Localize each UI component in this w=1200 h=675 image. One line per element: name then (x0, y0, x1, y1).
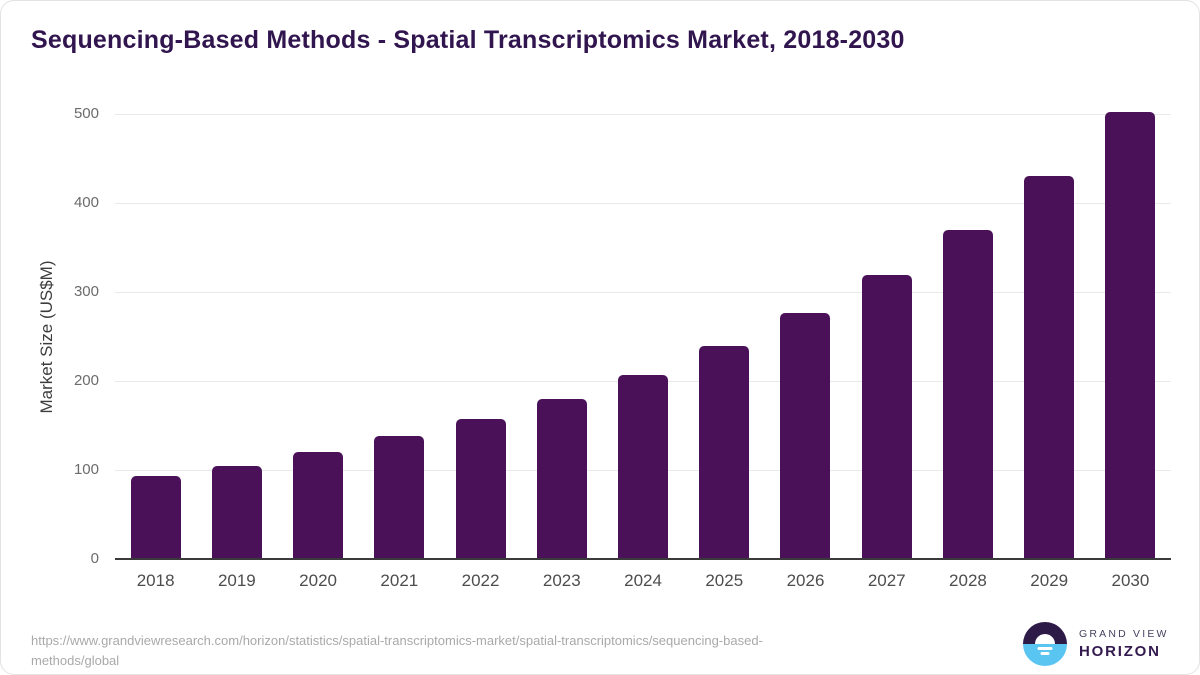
x-label-2023: 2023 (542, 571, 581, 590)
bar-slot-2028 (927, 114, 1008, 559)
bar-2023 (536, 398, 587, 559)
bar-slot-2025 (684, 114, 765, 559)
bar-2021 (374, 436, 425, 559)
y-tick-100: 100 (73, 461, 99, 478)
x-label-2030: 2030 (1111, 571, 1150, 590)
x-label-2024: 2024 (624, 571, 662, 590)
bar-2027 (861, 275, 912, 559)
source-url: https://www.grandviewresearch.com/horizo… (31, 631, 763, 671)
x-label-2027: 2027 (867, 571, 906, 590)
x-label-2029: 2029 (1030, 571, 1069, 590)
bar-slot-2024 (602, 114, 683, 559)
x-label-2018: 2018 (136, 571, 175, 590)
y-tick-500: 500 (73, 105, 99, 122)
bar-slot-2027 (846, 114, 927, 559)
logo-text-grand-view: GRAND VIEW (1079, 628, 1169, 640)
y-tick-0: 0 (90, 550, 99, 567)
bar-2024 (618, 374, 669, 559)
bar-slot-2020 (277, 114, 358, 559)
x-label-2020: 2020 (299, 571, 337, 590)
gridline-500 (115, 113, 1171, 115)
x-label-2022: 2022 (461, 571, 500, 590)
horizon-sun-icon (1023, 622, 1067, 666)
x-axis-line (115, 558, 1171, 560)
bar-slot-2018 (115, 114, 196, 559)
logo-text: GRAND VIEW HORIZON (1079, 628, 1169, 660)
gridline-400 (115, 202, 1171, 204)
logo-sun-dome (1035, 634, 1055, 644)
bar-slot-2023 (521, 114, 602, 559)
x-label-2021: 2021 (380, 571, 419, 590)
brand-logo: GRAND VIEW HORIZON (1023, 622, 1169, 666)
bar-2020 (293, 452, 344, 559)
bar-2026 (780, 313, 831, 559)
x-label-2026: 2026 (786, 571, 825, 590)
x-axis-labels: 2018 2019 2020 2021 2022 2023 2024 2025 2026 2027… (115, 571, 1171, 591)
bar-slot-2022 (440, 114, 521, 559)
bar-2029 (1024, 176, 1075, 559)
bar-slot-2026 (765, 114, 846, 559)
y-tick-200: 200 (73, 372, 99, 389)
bar-slot-2019 (196, 114, 277, 559)
logo-reflection-line-2 (1040, 652, 1050, 655)
logo-reflection-line-1 (1037, 647, 1053, 650)
logo-sea-half (1023, 644, 1067, 666)
bar-2022 (455, 419, 506, 559)
page-title: Sequencing-Based Methods - Spatial Trans… (31, 26, 905, 54)
gridline-300 (115, 291, 1171, 293)
bar-2028 (942, 229, 993, 559)
bar-slot-2030 (1090, 112, 1171, 559)
logo-sky-half (1023, 622, 1067, 644)
bar-slot-2021 (359, 114, 440, 559)
bar-2030 (1105, 112, 1156, 559)
source-url-line1: https://www.grandviewresearch.com/horizo… (31, 633, 763, 648)
bar-2025 (699, 346, 750, 559)
bar-2018 (130, 476, 181, 559)
logo-text-horizon: HORIZON (1079, 643, 1161, 660)
x-label-2025: 2025 (705, 571, 744, 590)
bar-slot-2029 (1009, 114, 1090, 559)
x-label-2019: 2019 (217, 571, 256, 590)
y-tick-300: 300 (73, 283, 99, 300)
x-label-2028: 2028 (949, 571, 987, 590)
y-tick-400: 400 (73, 194, 99, 211)
source-url-line2: methods/global (31, 653, 120, 668)
bar-2019 (211, 465, 262, 559)
plot-area (115, 112, 1171, 559)
